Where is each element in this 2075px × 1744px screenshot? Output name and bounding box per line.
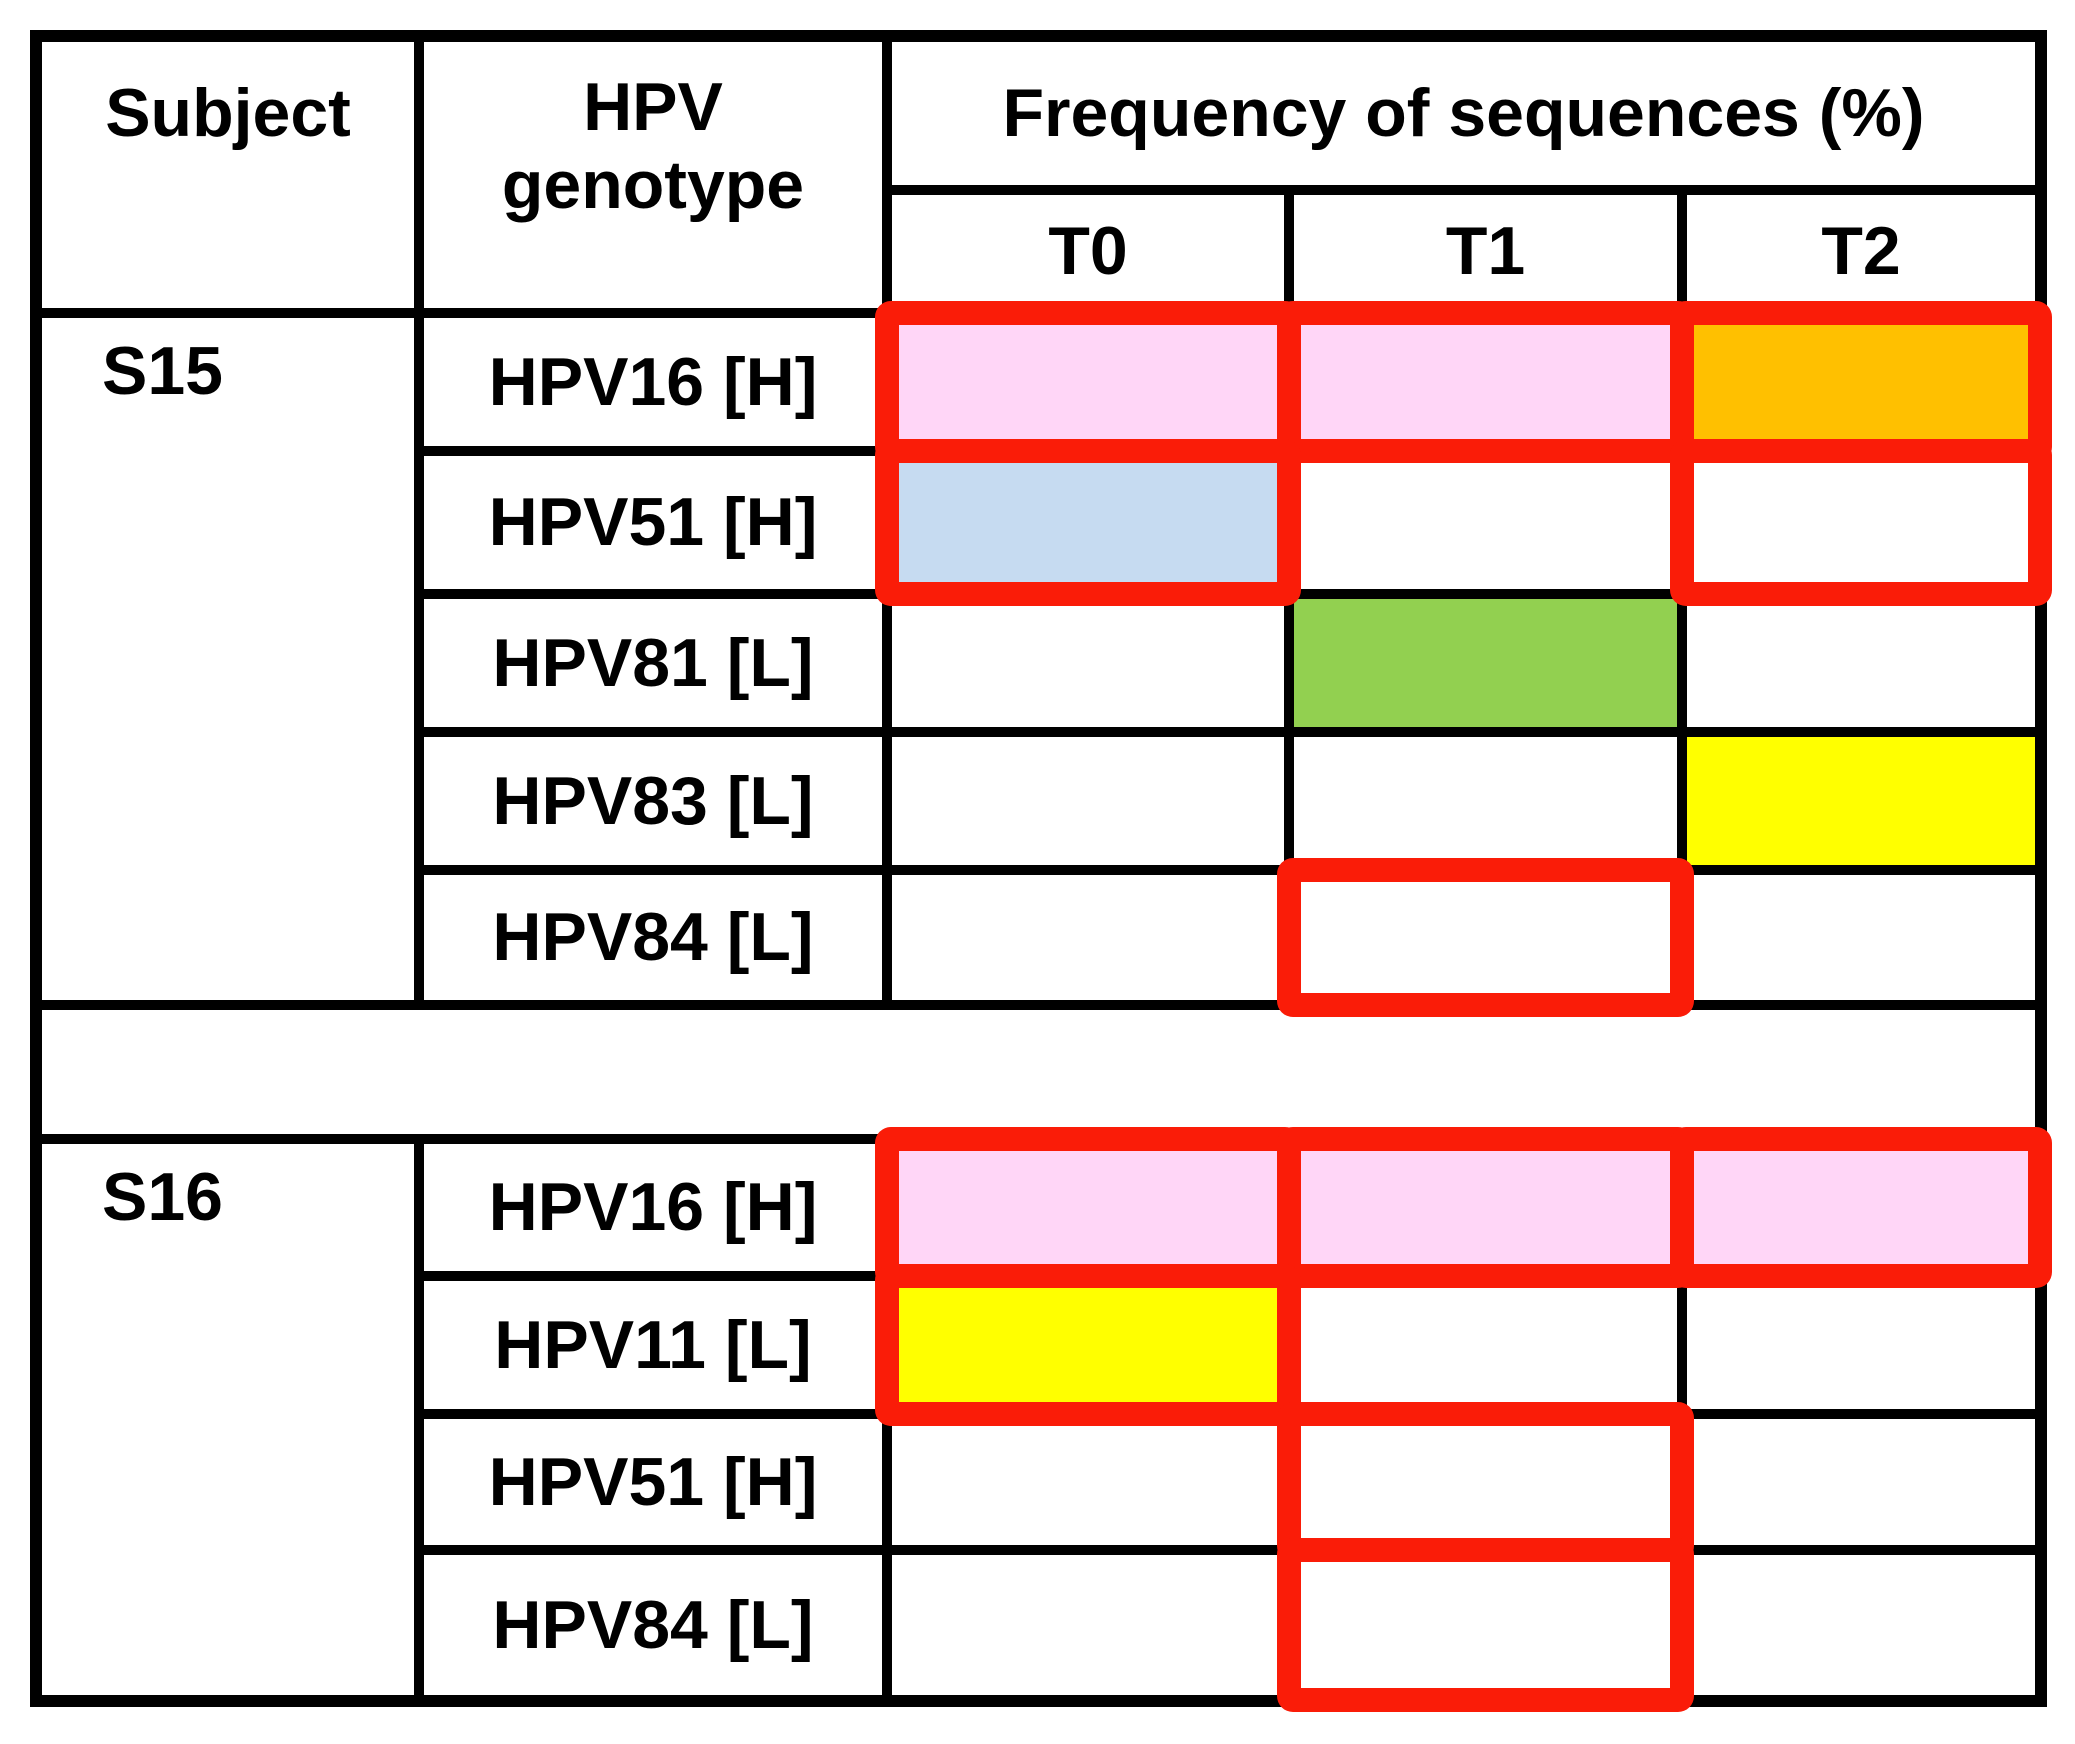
header-subject: Subject xyxy=(42,42,414,308)
genotype-label: HPV83 [L] xyxy=(492,762,814,839)
header-subject-label: Subject xyxy=(105,75,351,151)
genotype-label: HPV84 [L] xyxy=(492,899,814,976)
cell-s15-hpv51-t1 xyxy=(1294,456,1677,589)
genotype-cell-s15-hpv51: HPV51 [H] xyxy=(424,456,882,589)
subject-cell-s15: S15 xyxy=(42,318,414,1000)
cell-s16-hpv84-t2 xyxy=(1687,1555,2035,1695)
section-separator-row xyxy=(42,1010,2035,1134)
cell-s16-hpv84-t1 xyxy=(1277,1538,1694,1712)
subject-cell-s16: S16 xyxy=(42,1144,414,1695)
genotype-cell-s15-hpv84: HPV84 [L] xyxy=(424,875,882,1000)
header-t2: T2 xyxy=(1687,195,2035,308)
cell-s15-hpv51-t2 xyxy=(1670,439,2052,606)
red-outline xyxy=(1277,1538,1694,1712)
cell-s16-hpv11-t0 xyxy=(875,1264,1301,1426)
header-genotype-label: HPV genotype xyxy=(501,69,805,224)
red-outline xyxy=(1277,301,1694,463)
header-t1: T1 xyxy=(1294,195,1677,308)
header-genotype: HPV genotype xyxy=(424,42,882,308)
cell-s15-hpv84-t1 xyxy=(1277,858,1694,1017)
cell-s15-hpv84-t2 xyxy=(1687,875,2035,1000)
red-outline xyxy=(875,1127,1301,1288)
cell-s16-hpv11-t1 xyxy=(1294,1281,1677,1409)
red-outline xyxy=(1277,1402,1694,1562)
genotype-cell-s16-hpv16: HPV16 [H] xyxy=(424,1144,882,1271)
cell-s15-hpv84-t0 xyxy=(892,875,1284,1000)
cell-s15-hpv51-t0 xyxy=(875,439,1301,606)
cell-s15-hpv16-t1 xyxy=(1277,301,1694,463)
genotype-cell-s16-hpv51: HPV51 [H] xyxy=(424,1419,882,1545)
genotype-cell-s16-hpv84: HPV84 [L] xyxy=(424,1555,882,1695)
cell-s16-hpv11-t2 xyxy=(1687,1281,2035,1409)
cell-s16-hpv16-t0 xyxy=(875,1127,1301,1288)
red-outline xyxy=(1670,301,2052,463)
red-outline xyxy=(875,301,1301,463)
genotype-label: HPV84 [L] xyxy=(492,1586,814,1663)
header-t0-label: T0 xyxy=(1048,213,1128,290)
genotype-label: HPV16 [H] xyxy=(488,1169,818,1246)
red-outline xyxy=(875,1264,1301,1426)
genotype-label: HPV81 [L] xyxy=(492,624,814,701)
subject-label-s15: S15 xyxy=(102,333,223,409)
cell-s16-hpv51-t2 xyxy=(1687,1419,2035,1545)
cell-s16-hpv51-t0 xyxy=(892,1419,1284,1545)
red-outline xyxy=(1277,1127,1694,1288)
red-outline xyxy=(1277,858,1694,1017)
subject-label-s16: S16 xyxy=(102,1159,223,1235)
genotype-cell-s15-hpv83: HPV83 [L] xyxy=(424,737,882,865)
genotype-cell-s15-hpv81: HPV81 [L] xyxy=(424,599,882,727)
cell-s15-hpv83-t0 xyxy=(892,737,1284,865)
cell-s15-hpv16-t2 xyxy=(1670,301,2052,463)
header-frequency-label: Frequency of sequences (%) xyxy=(1002,75,1925,152)
red-outline xyxy=(875,439,1301,606)
cell-s15-hpv83-t1 xyxy=(1294,737,1677,865)
cell-s16-hpv16-t2 xyxy=(1670,1127,2052,1288)
red-outline xyxy=(1670,1127,2052,1288)
cell-s16-hpv16-t1 xyxy=(1277,1127,1694,1288)
header-frequency-group: Frequency of sequences (%) xyxy=(892,42,2035,185)
header-t1-label: T1 xyxy=(1445,213,1526,290)
cell-s15-hpv81-t1 xyxy=(1294,599,1677,727)
cell-s16-hpv84-t0 xyxy=(892,1555,1284,1695)
cell-s15-hpv81-t2 xyxy=(1687,599,2035,727)
cell-s15-hpv81-t0 xyxy=(892,599,1284,727)
header-t0: T0 xyxy=(892,195,1284,308)
genotype-label: HPV51 [H] xyxy=(488,484,818,561)
cell-s15-hpv83-t2 xyxy=(1687,737,2035,865)
genotype-label: HPV51 [H] xyxy=(488,1443,818,1520)
header-t2-label: T2 xyxy=(1821,213,1901,290)
table-grid: Subject HPV genotype Frequency of sequen… xyxy=(30,30,2052,1712)
cell-s15-hpv16-t0 xyxy=(875,301,1301,463)
red-outline xyxy=(1670,439,2052,606)
genotype-cell-s16-hpv11: HPV11 [L] xyxy=(424,1281,882,1409)
genotype-label: HPV16 [H] xyxy=(488,343,818,420)
genotype-label: HPV11 [L] xyxy=(494,1306,812,1383)
genotype-cell-s15-hpv16: HPV16 [H] xyxy=(424,318,882,446)
cell-s16-hpv51-t1 xyxy=(1277,1402,1694,1562)
